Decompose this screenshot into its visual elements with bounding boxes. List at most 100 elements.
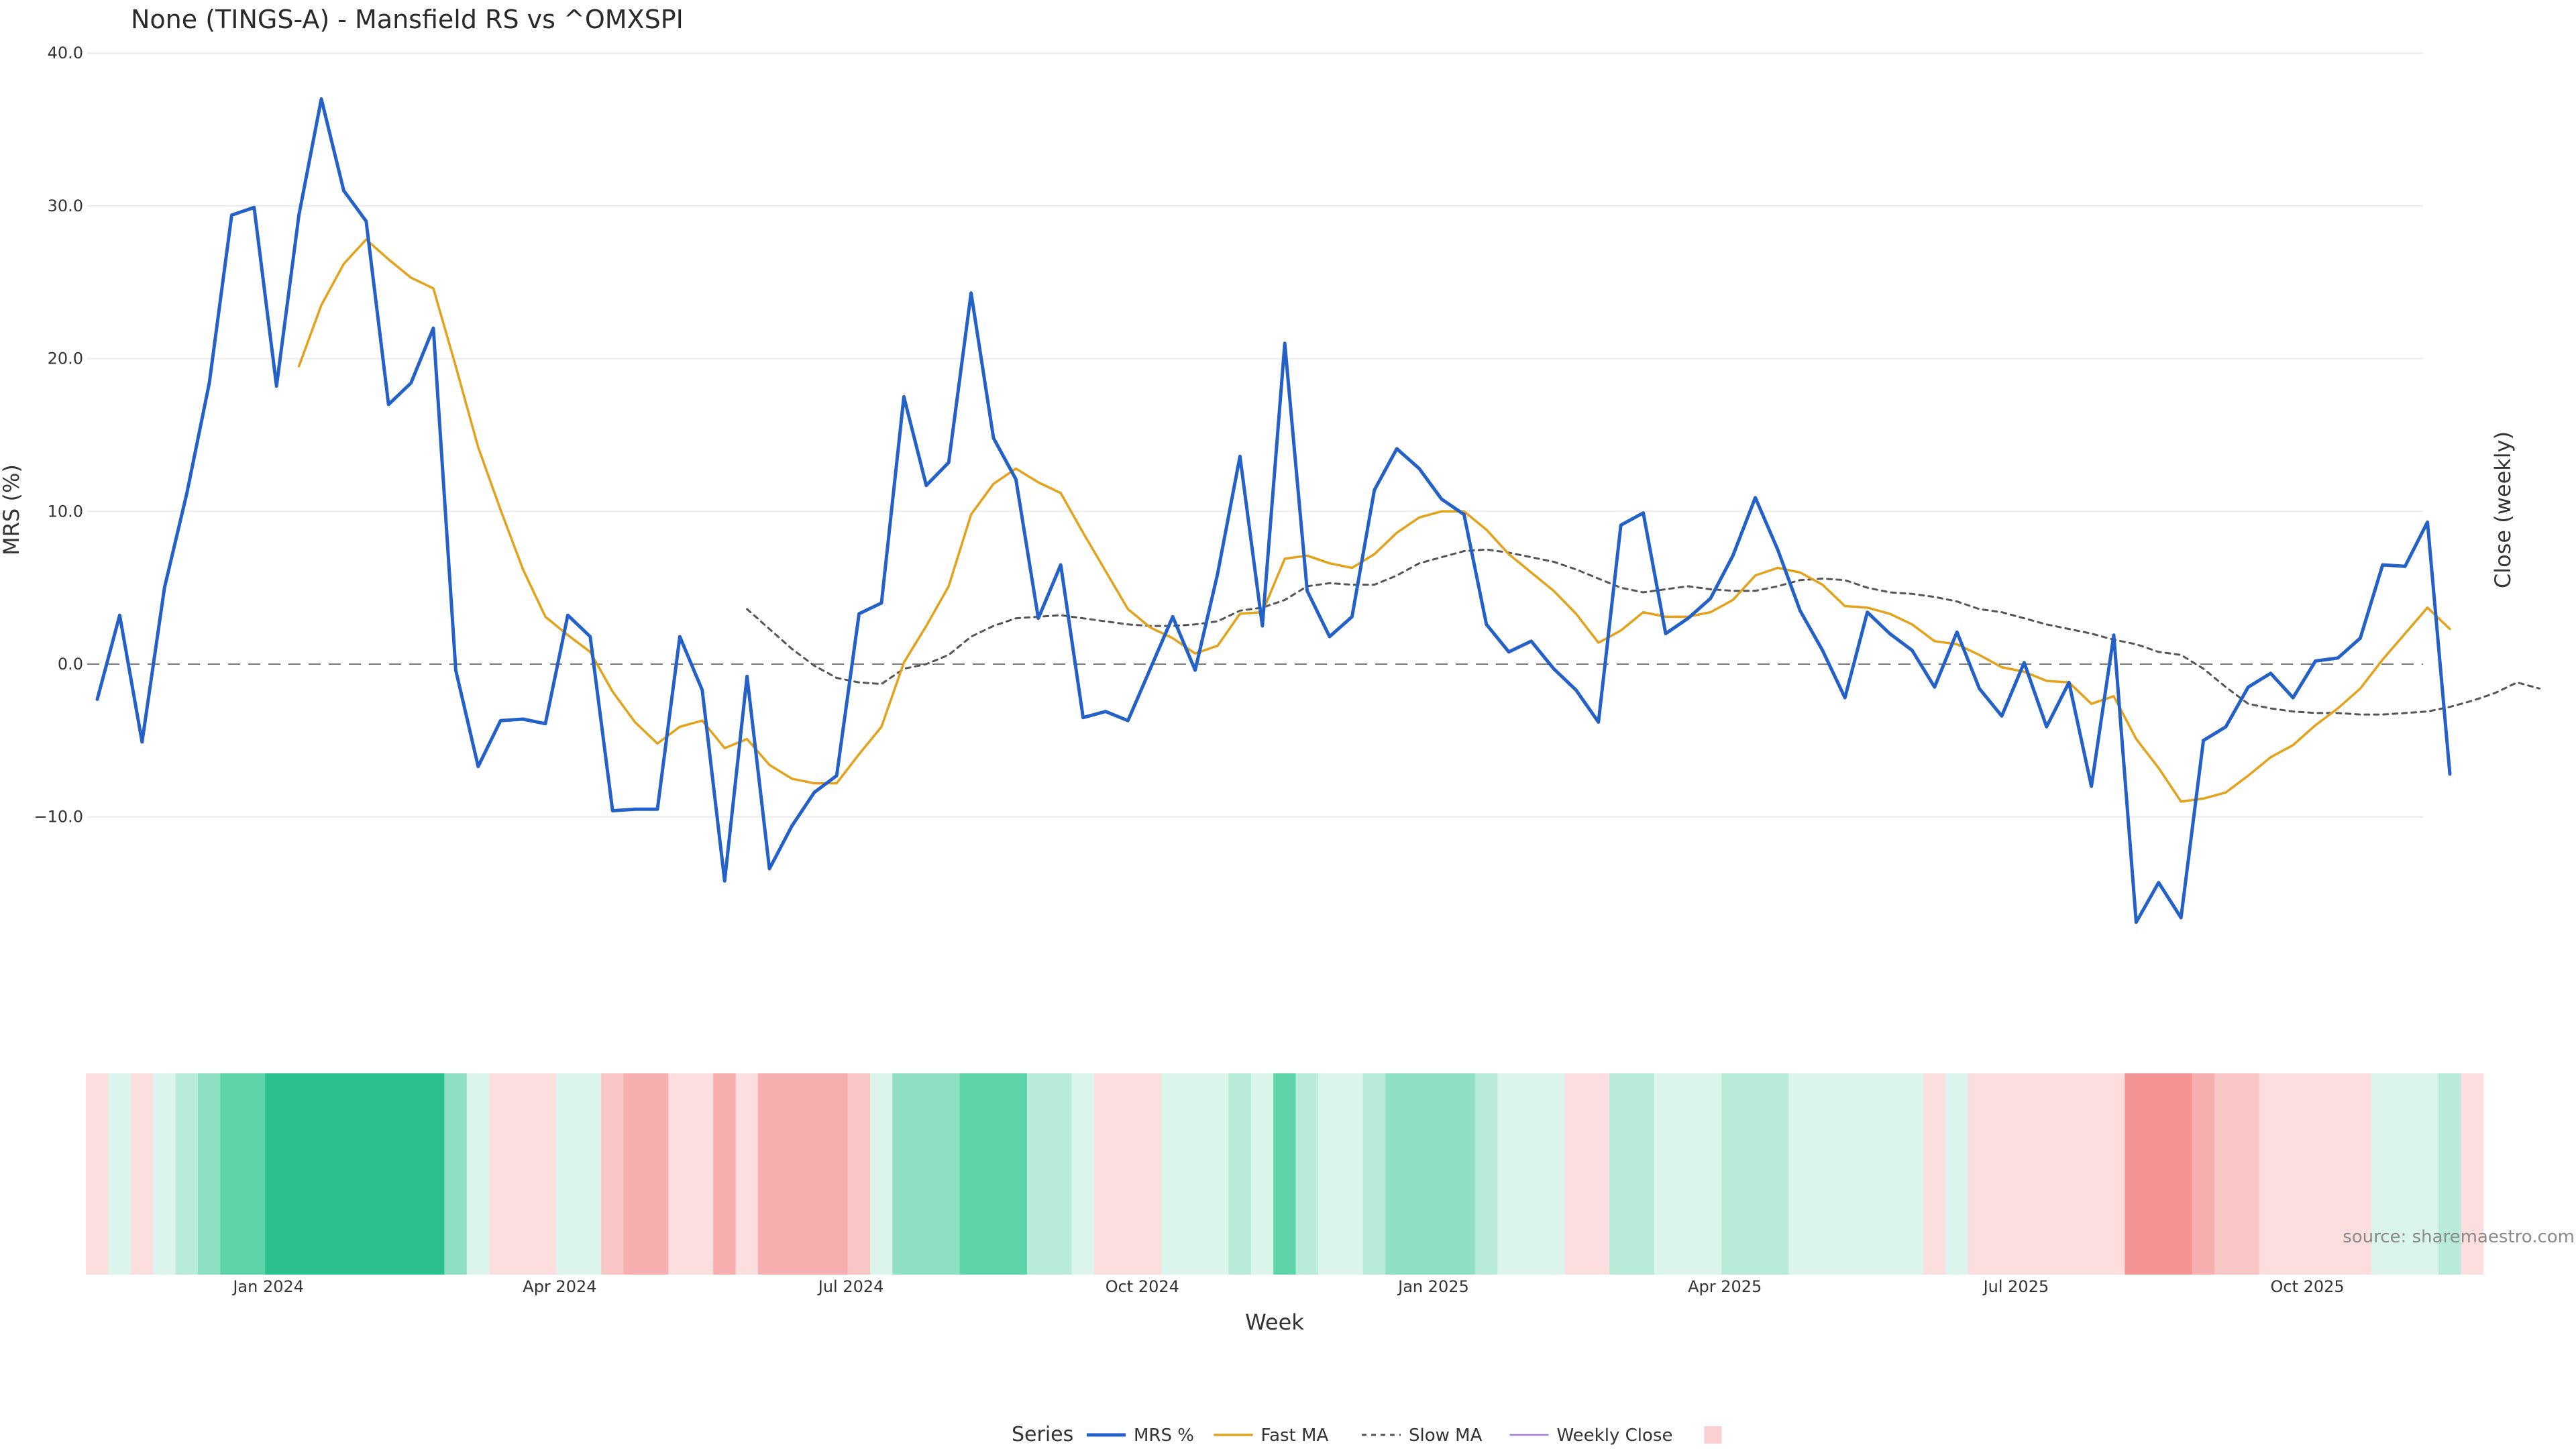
- heatmap-cell: [646, 1073, 669, 1275]
- heatmap-cell: [2057, 1073, 2081, 1275]
- heatmap-cell: [1138, 1073, 1162, 1275]
- heatmap-cell: [1631, 1073, 1655, 1275]
- heatmap-cell: [601, 1073, 625, 1275]
- legend-title: Series: [1012, 1423, 1073, 1446]
- legend: Series MRS % Fast MA Slow MA Weekly Close: [1012, 1423, 1722, 1446]
- heatmap-cell: [1049, 1073, 1073, 1275]
- left-tick-label: −10.0: [34, 808, 83, 826]
- heatmap-cell: [1676, 1073, 1700, 1275]
- x-axis: Jan 2024 Apr 2024 Jul 2024 Oct 2024 Jan 2025…: [231, 1277, 2344, 1296]
- heatmap-cell: [1990, 1073, 2013, 1275]
- heatmap-cell: [2214, 1073, 2237, 1275]
- heatmap-cell: [2304, 1073, 2327, 1275]
- heatmap-cell: [847, 1073, 871, 1275]
- heatmap-cell: [2080, 1073, 2103, 1275]
- legend-heatmap-swatch: [1704, 1426, 1722, 1444]
- heatmap-cell: [1228, 1073, 1252, 1275]
- heatmap-cell: [1295, 1073, 1319, 1275]
- heatmap-cell: [534, 1073, 557, 1275]
- left-y-axis-title: MRS (%): [0, 464, 24, 555]
- heatmap-cell: [2394, 1073, 2417, 1275]
- heatmap-cell: [1430, 1073, 1453, 1275]
- heatmap-cell: [1587, 1073, 1610, 1275]
- x-tick-label: Apr 2025: [1688, 1277, 1762, 1296]
- heatmap-cell: [2282, 1073, 2305, 1275]
- heatmap-cell: [1071, 1073, 1095, 1275]
- legend-items: MRS % Fast MA Slow MA Weekly Close: [1087, 1426, 1722, 1446]
- heatmap-cell: [2012, 1073, 2036, 1275]
- heatmap-cell: [2102, 1073, 2125, 1275]
- heatmap-cell: [2259, 1073, 2282, 1275]
- legend-label: Weekly Close: [1557, 1426, 1673, 1446]
- heatmap-cell: [310, 1073, 333, 1275]
- heatmap-cell: [220, 1073, 244, 1275]
- heatmap-cell: [1721, 1073, 1745, 1275]
- heatmap-cell: [1900, 1073, 1924, 1275]
- heatmap-cell: [175, 1073, 199, 1275]
- heatmap-cell: [870, 1073, 893, 1275]
- x-axis-title: Week: [1245, 1309, 1304, 1335]
- heatmap-cell: [2169, 1073, 2193, 1275]
- x-tick-label: Jul 2025: [1982, 1277, 2049, 1296]
- heatmap-cell: [578, 1073, 602, 1275]
- heatmap-cell: [153, 1073, 176, 1275]
- heatmap-cell: [1811, 1073, 1834, 1275]
- heatmap-cell: [511, 1073, 535, 1275]
- heatmap-cell: [758, 1073, 781, 1275]
- heatmap-cell: [1004, 1073, 1028, 1275]
- heatmap-cell: [982, 1073, 1005, 1275]
- x-tick-label: Jul 2024: [817, 1277, 884, 1296]
- heatmap-cell: [332, 1073, 356, 1275]
- heatmap-cell: [1385, 1073, 1409, 1275]
- left-tick-label: 0.0: [58, 655, 83, 674]
- heatmap-cell: [444, 1073, 468, 1275]
- heatmap-cell: [354, 1073, 378, 1275]
- heatmap-cell: [86, 1073, 109, 1275]
- heatmap-cell: [1452, 1073, 1476, 1275]
- heatmap-cell: [108, 1073, 131, 1275]
- heatmap-cell: [1340, 1073, 1364, 1275]
- heatmap-cell: [713, 1073, 737, 1275]
- heatmap-cell: [2326, 1073, 2349, 1275]
- heatmap-cell: [1542, 1073, 1565, 1275]
- heatmap-cell: [2035, 1073, 2058, 1275]
- heatmap-cell: [1923, 1073, 1946, 1275]
- heatmap-cell: [2371, 1073, 2394, 1275]
- heatmap-cell: [937, 1073, 961, 1275]
- heatmap-cell: [466, 1073, 490, 1275]
- x-tick-label: Jan 2024: [231, 1277, 304, 1296]
- heatmap-cell: [377, 1073, 400, 1275]
- heatmap-cell: [242, 1073, 266, 1275]
- heatmap-cell: [1318, 1073, 1341, 1275]
- heatmap-cell: [1945, 1073, 1969, 1275]
- heatmap-cell: [2416, 1073, 2439, 1275]
- heatmap-cell: [1833, 1073, 1857, 1275]
- heatmap-cell: [1273, 1073, 1297, 1275]
- heatmap-cell: [1609, 1073, 1633, 1275]
- heatmap-cell: [422, 1073, 445, 1275]
- heatmap-cell: [1497, 1073, 1521, 1275]
- heatmap-cell: [2438, 1073, 2461, 1275]
- heatmap-cell: [1474, 1073, 1498, 1275]
- x-tick-label: Apr 2024: [523, 1277, 596, 1296]
- left-tick-label: 30.0: [48, 197, 83, 215]
- heatmap-cell: [2461, 1073, 2484, 1275]
- heatmap-cell: [1161, 1073, 1185, 1275]
- source-note: source: sharemaestro.com: [2343, 1227, 2575, 1247]
- heatmap-cell: [802, 1073, 826, 1275]
- heatmap-cell: [1362, 1073, 1386, 1275]
- heatmap-cell: [1564, 1073, 1588, 1275]
- x-tick-label: Oct 2025: [2270, 1277, 2344, 1296]
- left-tick-label: 20.0: [48, 350, 83, 368]
- heatmap-strip: [86, 1073, 2484, 1275]
- heatmap-cell: [2349, 1073, 2372, 1275]
- heatmap-cell: [1026, 1073, 1050, 1275]
- right-y-axis-title: Close (weekly): [2490, 431, 2516, 588]
- heatmap-cell: [2147, 1073, 2170, 1275]
- heatmap-cell: [198, 1073, 221, 1275]
- heatmap-cell: [1766, 1073, 1789, 1275]
- heatmap-cell: [914, 1073, 938, 1275]
- left-tick-label: 10.0: [48, 502, 83, 521]
- series-line-mrs: [95, 97, 2452, 924]
